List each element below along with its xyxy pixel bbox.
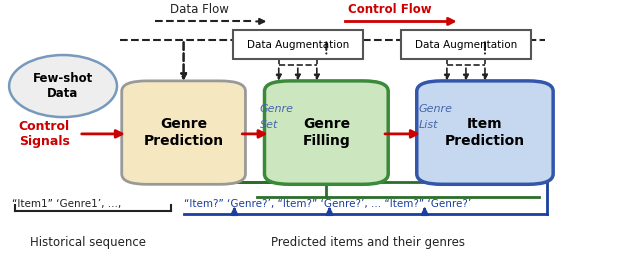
Text: Data Flow: Data Flow (170, 3, 229, 16)
FancyBboxPatch shape (401, 31, 531, 59)
Text: “Item?” ‘Genre?’, “Item?” ‘Genre?’, ... “Item?” ‘Genre?’: “Item?” ‘Genre?’, “Item?” ‘Genre?’, ... … (184, 199, 471, 209)
Text: Few-shot
Data: Few-shot Data (33, 72, 93, 100)
Text: Historical sequence: Historical sequence (31, 236, 147, 249)
Text: “Item1” ‘Genre1’, ...,: “Item1” ‘Genre1’, ..., (12, 199, 125, 209)
FancyBboxPatch shape (264, 81, 388, 184)
Text: Data Augmentation: Data Augmentation (246, 40, 349, 50)
Text: Predicted items and their genres: Predicted items and their genres (271, 236, 465, 249)
Text: Genre: Genre (260, 104, 294, 114)
Ellipse shape (9, 55, 117, 117)
Text: List: List (419, 120, 438, 130)
Text: Signals: Signals (19, 135, 70, 148)
Text: Set: Set (260, 120, 278, 130)
Text: Genre
Prediction: Genre Prediction (143, 117, 223, 148)
FancyBboxPatch shape (233, 31, 363, 59)
Text: Genre
Filling: Genre Filling (303, 117, 350, 148)
Text: Genre: Genre (419, 104, 452, 114)
FancyBboxPatch shape (417, 81, 553, 184)
Text: Item
Prediction: Item Prediction (445, 117, 525, 148)
Text: Data Augmentation: Data Augmentation (415, 40, 517, 50)
FancyBboxPatch shape (122, 81, 246, 184)
Text: Control Flow: Control Flow (348, 3, 431, 16)
Text: Control: Control (19, 120, 70, 133)
